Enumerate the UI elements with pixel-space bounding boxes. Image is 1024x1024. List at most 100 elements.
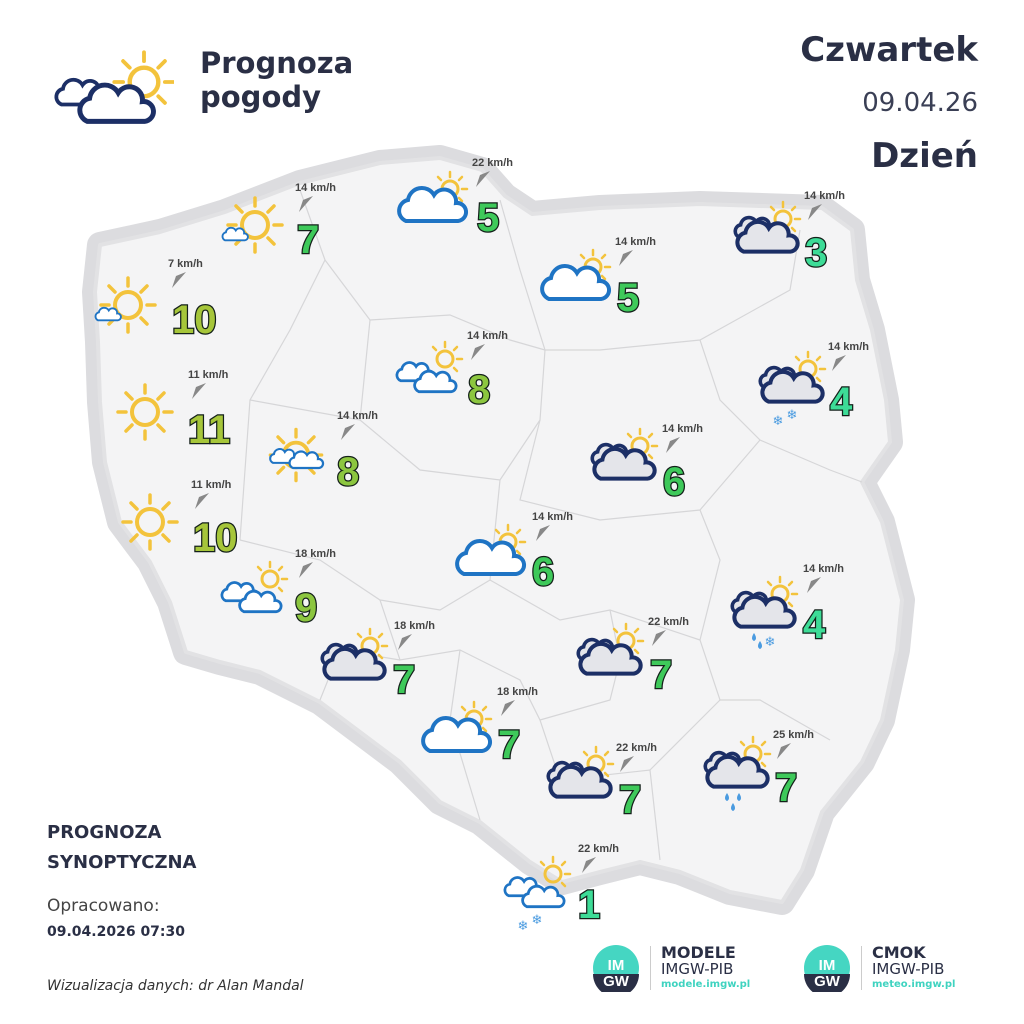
wind-speed: 7 km/h [168,258,203,270]
wind-speed: 25 km/h [773,729,814,741]
wind-speed: 14 km/h [532,511,573,523]
wind-speed: 18 km/h [497,686,538,698]
svg-text:❄: ❄ [773,414,784,429]
svg-text:GW: GW [603,973,630,990]
divider [861,946,862,990]
wind-arrow-icon [652,630,666,646]
temperature: 6 [662,460,687,504]
cloud-sun-dark-snow-icon: ❄ ❄ [758,350,827,429]
wind-arrow-icon [501,700,515,716]
temperature: 7 [392,658,417,702]
imgw-logo-icon: IM GW [804,945,850,992]
wind-arrow-icon [582,857,596,873]
wind-speed: 18 km/h [295,548,336,560]
wind-arrow-icon [807,577,821,593]
wind-arrow-icon [777,743,791,759]
imgw-logo-icon: IM GW [593,945,639,992]
wind-arrow-icon [192,383,206,399]
logo-url[interactable]: modele.imgw.pl [661,979,751,990]
title-line-1: Prognoza [200,46,354,80]
wind-speed: 14 km/h [467,330,508,342]
temperature: 1 [577,883,602,927]
temperature: 4 [829,380,854,424]
wind-arrow-icon [620,756,634,772]
wind-arrow-icon [476,171,490,187]
synoptic-label: PROGNOZA SYNOPTYCZNA [47,818,196,878]
wind-speed: 11 km/h [191,479,232,491]
title-line-2: pogody [200,80,322,114]
wind-arrow-icon [666,437,680,453]
wind-speed: 14 km/h [615,236,656,248]
forecast-period: Dzień [871,136,978,176]
cloud-sun-dark-rain-icon [703,735,772,811]
logo-cmok[interactable]: IM GW CMOK IMGW-PIB meteo.imgw.pl [803,944,955,992]
wind-arrow-icon [299,196,313,212]
wind-speed: 11 km/h [188,369,229,381]
divider [650,946,651,990]
temperature: 6 [531,550,556,594]
temperature: 10 [192,516,239,560]
logo-org: IMGW-PIB [872,960,945,978]
synoptic-line-2: SYNOPTYCZNA [47,852,197,873]
svg-text:GW: GW [814,973,841,990]
temperature: 11 [187,408,232,452]
sun-clouds-icon [268,427,325,483]
prepared-label: Opracowano: [47,896,160,916]
wind-arrow-icon [172,272,186,288]
svg-text:IM: IM [608,957,625,974]
svg-text:❄: ❄ [765,635,776,650]
wind-arrow-icon [341,424,355,440]
synoptic-line-1: PROGNOZA [47,822,162,843]
clouds-sun-light-snow-icon: ❄ ❄ [503,855,572,934]
wind-speed: 22 km/h [578,843,619,855]
temperature: 7 [497,723,522,767]
prepared-date: 09.04.2026 07:30 [47,924,186,940]
temperature: 8 [467,368,492,412]
temperature: 9 [294,586,319,630]
svg-text:❄: ❄ [532,913,543,928]
svg-text:IM: IM [819,957,836,974]
temperature: 5 [476,196,501,240]
wind-arrow-icon [536,525,550,541]
wind-arrow-icon [398,634,412,650]
cloud-sun-dark-sleet-icon: ❄ [730,575,799,650]
temperature: 4 [802,603,827,647]
temperature: 8 [336,450,361,494]
logo-org: IMGW-PIB [661,960,734,978]
forecast-day: Czwartek [800,30,978,70]
temperature: 3 [804,231,829,275]
temperature: 5 [616,276,641,320]
wind-speed: 18 km/h [394,620,435,632]
logo-url[interactable]: meteo.imgw.pl [872,979,956,990]
wind-arrow-icon [832,355,846,371]
wind-speed: 14 km/h [828,341,869,353]
wind-speed: 14 km/h [803,563,844,575]
wind-arrow-icon [195,493,209,509]
country-area [93,156,904,904]
wind-speed: 14 km/h [662,423,703,435]
wind-speed: 22 km/h [472,157,513,169]
logo-weather-icon [44,48,174,137]
svg-text:❄: ❄ [518,919,529,934]
wind-arrow-icon [619,250,633,266]
logo-name: MODELE [661,943,736,962]
temperature: 7 [296,218,321,262]
visualization-credit: Wizualizacja danych: dr Alan Mandal [47,978,304,994]
logo-name: CMOK [872,943,926,962]
wind-speed: 14 km/h [804,190,845,202]
temperature: 7 [618,778,643,822]
forecast-date: 09.04.26 [862,88,978,118]
wind-speed: 14 km/h [337,410,378,422]
svg-text:❄: ❄ [787,408,798,423]
logo-modele[interactable]: IM GW MODELE IMGW-PIB modele.imgw.pl [592,944,750,992]
wind-speed: 22 km/h [648,616,689,628]
wind-arrow-icon [299,562,313,578]
temperature: 7 [774,766,799,810]
wind-speed: 22 km/h [616,742,657,754]
wind-speed: 14 km/h [295,182,336,194]
temperature: 10 [171,298,218,342]
wind-arrow-icon [471,344,485,360]
wind-arrow-icon [808,204,822,220]
temperature: 7 [649,653,674,697]
